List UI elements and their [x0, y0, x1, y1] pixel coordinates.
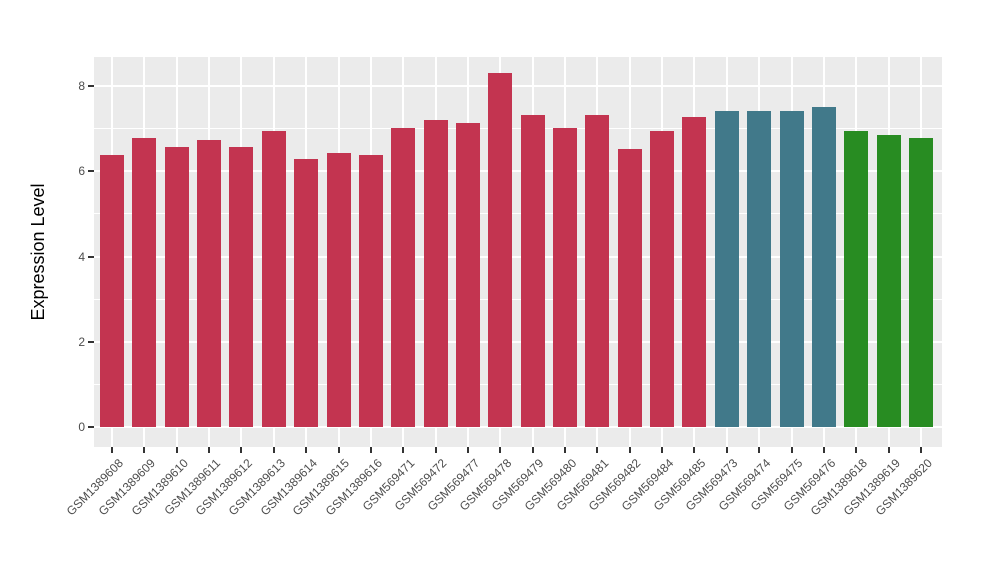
- y-tick-label: 0: [78, 420, 85, 434]
- minor-gridline: [94, 298, 942, 300]
- x-tick-mark: [175, 447, 178, 453]
- plot-panel: [94, 57, 942, 447]
- x-tick-mark: [790, 447, 793, 453]
- x-tick-mark: [725, 447, 728, 453]
- minor-gridline: [94, 213, 942, 215]
- bar: [779, 110, 804, 427]
- minor-gridline: [94, 128, 942, 130]
- x-tick-mark: [369, 447, 372, 453]
- x-tick-mark: [758, 447, 761, 453]
- x-tick-mark: [434, 447, 437, 453]
- y-tick-mark: [88, 426, 94, 428]
- x-tick-mark: [208, 447, 211, 453]
- y-tick-label: 2: [78, 334, 85, 349]
- x-tick-mark: [499, 447, 502, 453]
- bar: [844, 131, 869, 427]
- bar: [294, 159, 319, 427]
- y-tick-label: 8: [78, 79, 85, 93]
- y-tick-label: 6: [78, 164, 85, 179]
- x-tick-mark: [143, 447, 146, 453]
- bar: [650, 130, 675, 427]
- bar: [164, 146, 189, 427]
- bar: [909, 137, 933, 427]
- bar: [876, 134, 901, 427]
- bar: [553, 128, 578, 427]
- bar: [747, 111, 772, 427]
- bar: [391, 128, 416, 427]
- major-gridline: [94, 340, 942, 343]
- x-tick-mark: [466, 447, 469, 453]
- x-tick-mark: [887, 447, 890, 453]
- x-tick-mark: [596, 447, 599, 453]
- x-tick-mark: [822, 447, 825, 453]
- y-axis-title: Expression Level: [28, 183, 48, 321]
- bar: [197, 139, 222, 427]
- x-tick-mark: [531, 447, 534, 453]
- x-tick-mark: [628, 447, 631, 453]
- bar: [488, 73, 513, 427]
- x-tick-mark: [661, 447, 664, 453]
- bar: [261, 130, 286, 427]
- bar: [326, 153, 351, 427]
- y-tick-mark: [88, 85, 94, 87]
- y-tick-mark: [88, 255, 94, 258]
- bar: [132, 137, 157, 427]
- bar: [585, 114, 610, 427]
- bar: [714, 111, 739, 427]
- bar: [455, 122, 480, 427]
- x-tick-mark: [693, 447, 696, 453]
- y-tick-mark: [88, 340, 94, 343]
- x-tick-mark: [111, 447, 113, 453]
- bar: [520, 114, 545, 427]
- bar: [617, 149, 642, 427]
- x-tick-mark: [402, 447, 405, 453]
- bar: [229, 147, 254, 427]
- bar: [682, 117, 707, 427]
- major-gridline: [94, 170, 942, 173]
- x-tick-mark: [564, 447, 567, 453]
- minor-gridline: [94, 383, 942, 385]
- x-tick-mark: [920, 447, 922, 453]
- y-tick-mark: [88, 170, 94, 173]
- x-tick-mark: [305, 447, 308, 453]
- x-tick-mark: [240, 447, 243, 453]
- bar: [100, 155, 124, 427]
- bar: [358, 155, 383, 427]
- major-gridline: [94, 85, 942, 87]
- x-tick-mark: [337, 447, 340, 453]
- bar: [423, 119, 448, 427]
- x-tick-mark: [855, 447, 858, 453]
- major-gridline: [94, 255, 942, 258]
- x-tick-mark: [272, 447, 275, 453]
- bar: [811, 107, 836, 427]
- y-tick-label: 4: [78, 249, 85, 264]
- major-gridline: [94, 426, 942, 428]
